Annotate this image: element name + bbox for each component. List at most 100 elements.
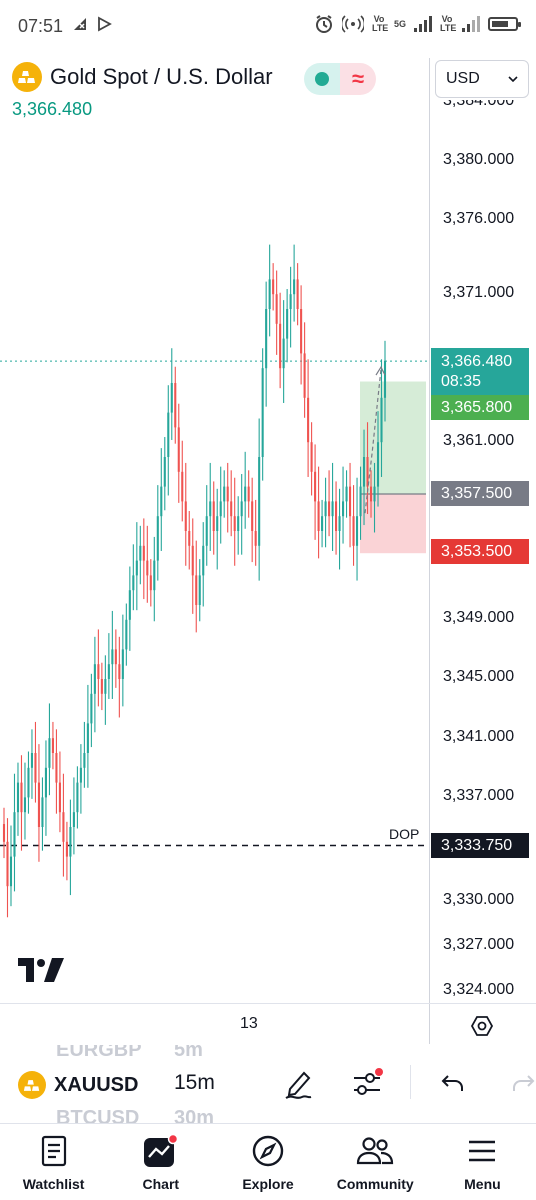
candle-body (23, 797, 27, 813)
time-axis[interactable]: 13 (0, 1003, 536, 1045)
candle-body (321, 516, 324, 531)
entry-price-tag[interactable]: 3,357.500 (431, 481, 529, 506)
candle-body (188, 531, 191, 546)
candle-body (307, 397, 310, 443)
candle-body (177, 427, 180, 472)
price-axis-label: 3,371.000 (443, 284, 515, 301)
watchlist-icon (41, 1135, 66, 1167)
gold-bars-icon (12, 62, 42, 92)
take-profit-tag[interactable]: 3,365.800 (431, 395, 529, 420)
candle-body (342, 501, 345, 517)
candle-body (146, 560, 149, 576)
play-store-icon (98, 16, 112, 32)
candle-body (205, 516, 208, 546)
candle-body (37, 782, 41, 827)
candle-body (181, 471, 184, 502)
market-open-dot-icon (315, 72, 329, 86)
ghost-symbol-below: BTCUSD (56, 1107, 140, 1123)
chart-settings-icon[interactable] (470, 1014, 494, 1038)
symbol-selector[interactable]: XAUUSD (18, 1071, 138, 1099)
nav-chart-label: Chart (142, 1176, 180, 1192)
community-icon (357, 1137, 394, 1165)
candle-body (167, 412, 170, 457)
candle-body (376, 442, 380, 487)
price-axis-label: 3,345.000 (443, 668, 515, 685)
candle-body (195, 575, 198, 605)
candle-body (272, 279, 275, 295)
candle-body (51, 738, 54, 753)
status-bar: 07:51 Vo LTE 5G Vo LTE (0, 0, 536, 54)
candle-body (149, 575, 152, 591)
nav-explore[interactable]: Explore (214, 1124, 321, 1200)
candle-body (244, 486, 247, 502)
price-axis-label: 3,380.000 (443, 151, 515, 168)
candle-body (258, 457, 261, 546)
nav-menu[interactable]: Menu (429, 1124, 536, 1200)
price-axis-separator (429, 58, 430, 1044)
candle-body (331, 501, 334, 517)
candle-body (373, 486, 376, 502)
candle-body (237, 516, 240, 531)
candle-body (314, 471, 317, 502)
candle-body (72, 812, 75, 827)
candle-body (62, 812, 65, 842)
candle-body (16, 782, 20, 813)
candle-body (310, 442, 313, 472)
candle-body (128, 590, 131, 620)
symbol-header[interactable]: Gold Spot / U.S. Dollar (12, 62, 273, 92)
dop-price-tag[interactable]: 3,333.750 (431, 833, 529, 858)
price-axis-label: 3,330.000 (443, 891, 515, 908)
chart-icon (143, 1134, 179, 1167)
nav-watchlist[interactable]: Watchlist (0, 1124, 107, 1200)
candle-body (79, 767, 82, 783)
candle-body (104, 679, 107, 694)
currency-select[interactable]: USD (435, 60, 529, 98)
candle-body (107, 664, 110, 679)
time-axis-label: 13 (240, 1015, 258, 1032)
candle-body (139, 545, 142, 561)
current-price-tag: 3,366.480 08:35 (431, 348, 529, 396)
redo-icon[interactable] (512, 1073, 536, 1093)
candle-body (100, 679, 103, 694)
alarm-icon (315, 15, 332, 33)
candle-body (174, 383, 177, 428)
candle-body (317, 501, 320, 531)
price-axis-label: 3,376.000 (443, 210, 515, 227)
candle-body (223, 486, 226, 502)
indicators-icon[interactable] (350, 1067, 384, 1101)
candle-body (209, 501, 212, 517)
price-axis-label: 3,384.000 (443, 92, 515, 109)
stop-loss-tag[interactable]: 3,353.500 (431, 539, 529, 564)
signal-strength-icon-2 (462, 16, 480, 32)
candle-body (355, 516, 359, 546)
candle-body (198, 575, 201, 605)
candle-body (65, 841, 68, 857)
candlestick-chart[interactable] (0, 100, 429, 1003)
candle-body (233, 516, 236, 531)
signal-strength-icon-1 (414, 16, 432, 32)
nav-community[interactable]: Community (322, 1124, 429, 1200)
candle-body (212, 501, 215, 531)
candle-body (286, 309, 289, 339)
candle-body (121, 649, 124, 679)
candle-countdown: 08:35 (441, 373, 482, 390)
interval-selector[interactable]: 15m (174, 1071, 215, 1094)
candle-body (247, 486, 250, 502)
candle-body (58, 782, 61, 813)
candle-body (324, 501, 327, 517)
nav-chart[interactable]: Chart (107, 1124, 214, 1200)
candle-body (293, 279, 296, 295)
candle-body (20, 782, 23, 813)
candle-body (6, 841, 9, 887)
candle-body (111, 649, 114, 665)
candle-body (156, 516, 159, 561)
nav-explore-label: Explore (242, 1176, 294, 1192)
candle-body (328, 501, 331, 517)
market-status-pill[interactable]: ≈ (304, 63, 376, 95)
candle-body (170, 383, 173, 413)
battery-icon (488, 17, 521, 31)
candle-body (191, 545, 194, 576)
candle-body (335, 501, 338, 531)
drawing-pen-icon[interactable] (282, 1067, 314, 1101)
undo-icon[interactable] (440, 1073, 464, 1093)
